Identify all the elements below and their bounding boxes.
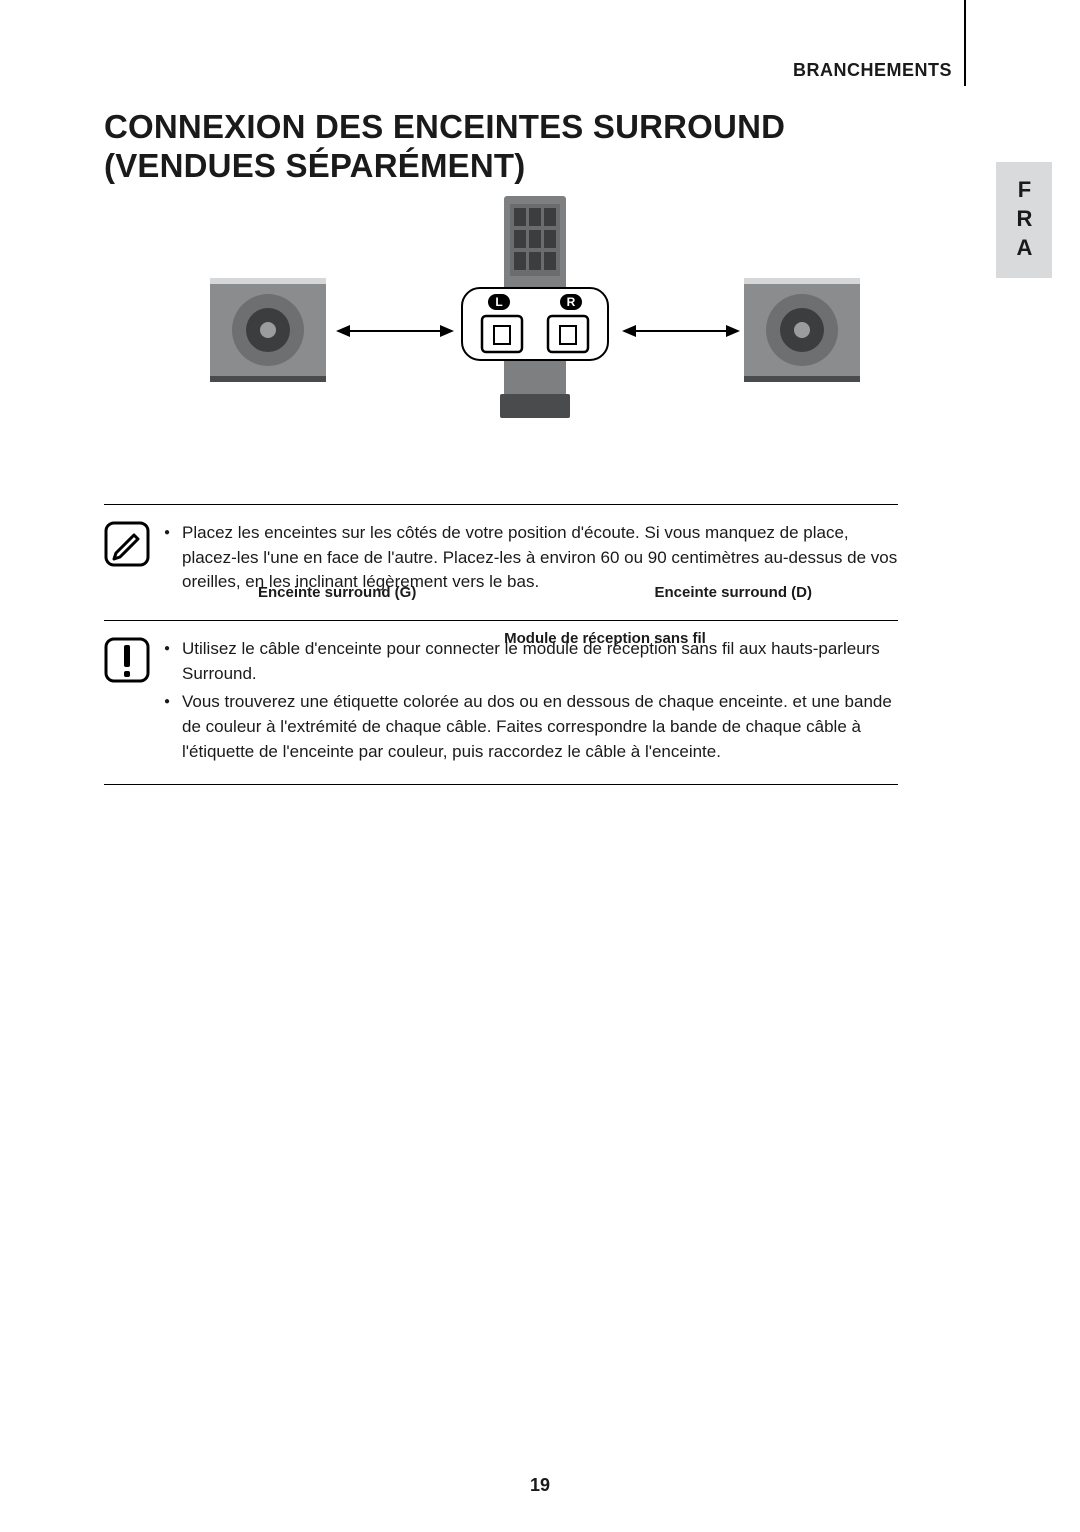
caution-item: Vous trouverez une étiquette colorée au … xyxy=(164,690,898,764)
rule xyxy=(104,784,898,785)
language-tab-text: FRA xyxy=(1011,177,1037,264)
port-l-label: L xyxy=(495,295,502,309)
page: BRANCHEMENTS FRA CONNEXION DES ENCEINTES… xyxy=(0,0,1080,1532)
tip-text: Placez les enceintes sur les côtés de vo… xyxy=(164,521,898,599)
speaker-left-icon xyxy=(206,272,330,390)
arrow-right-icon xyxy=(622,328,740,334)
arrow-left-icon xyxy=(336,328,454,334)
tip-note: Placez les enceintes sur les côtés de vo… xyxy=(104,504,898,599)
page-number: 19 xyxy=(0,1475,1080,1496)
top-rule xyxy=(964,0,966,86)
rule xyxy=(104,504,898,505)
port-r-label: R xyxy=(567,295,576,309)
exclamation-icon xyxy=(104,637,150,768)
language-tab: FRA xyxy=(996,162,1052,278)
port-callout: L R xyxy=(458,284,612,364)
pencil-icon xyxy=(104,521,150,599)
caution-note: Utilisez le câble d'enceinte pour connec… xyxy=(104,620,898,785)
section-label: BRANCHEMENTS xyxy=(793,60,952,81)
page-heading: CONNEXION DES ENCEINTES SURROUND (VENDUE… xyxy=(104,108,785,186)
connection-diagram: L R Encei xyxy=(150,190,920,465)
heading-line-2: (VENDUES SÉPARÉMENT) xyxy=(104,147,525,184)
caution-item: Utilisez le câble d'enceinte pour connec… xyxy=(164,637,898,686)
tip-item: Placez les enceintes sur les côtés de vo… xyxy=(164,521,898,595)
speaker-right-icon xyxy=(740,272,864,390)
rule xyxy=(104,620,898,621)
caution-text: Utilisez le câble d'enceinte pour connec… xyxy=(164,637,898,768)
heading-line-1: CONNEXION DES ENCEINTES SURROUND xyxy=(104,108,785,145)
